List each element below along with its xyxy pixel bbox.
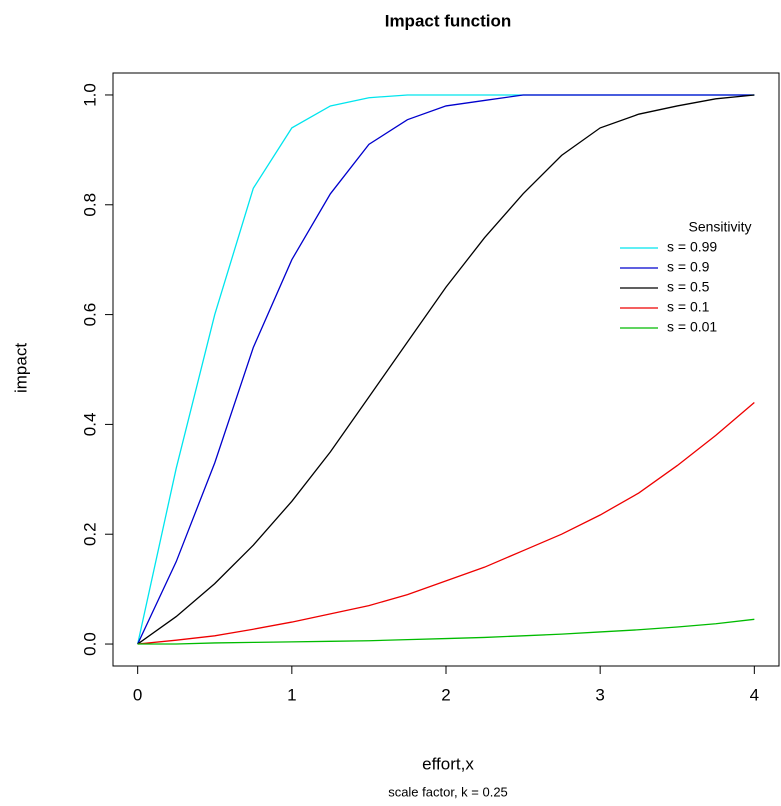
x-tick-label: 2 xyxy=(441,685,450,704)
y-tick-label: 0.8 xyxy=(80,193,99,217)
x-axis-label: effort,x xyxy=(422,754,474,773)
y-tick-label: 0.4 xyxy=(80,413,99,437)
series-line xyxy=(137,618,755,645)
series-line xyxy=(137,94,755,645)
y-tick-label: 1.0 xyxy=(80,83,99,107)
x-tick-label: 0 xyxy=(133,685,142,704)
subtitle: scale factor, k = 0.25 xyxy=(388,784,508,799)
x-tick-label: 1 xyxy=(287,685,296,704)
legend-label: s = 0.99 xyxy=(667,239,717,255)
legend-label: s = 0.1 xyxy=(667,299,710,315)
y-tick-label: 0.2 xyxy=(80,522,99,546)
x-tick-label: 3 xyxy=(595,685,604,704)
legend-title: Sensitivity xyxy=(688,219,751,235)
y-axis-label: impact xyxy=(11,343,30,393)
series-line xyxy=(137,94,755,645)
series-line xyxy=(137,401,755,645)
legend-label: s = 0.5 xyxy=(667,279,710,295)
legend-label: s = 0.01 xyxy=(667,319,717,335)
y-tick-label: 0.0 xyxy=(80,632,99,656)
y-tick-label: 0.6 xyxy=(80,303,99,327)
plot-frame xyxy=(112,72,780,667)
x-tick-label: 4 xyxy=(750,685,759,704)
legend-label: s = 0.9 xyxy=(667,259,710,275)
series-line xyxy=(137,94,755,645)
chart-title: Impact function xyxy=(385,11,512,30)
